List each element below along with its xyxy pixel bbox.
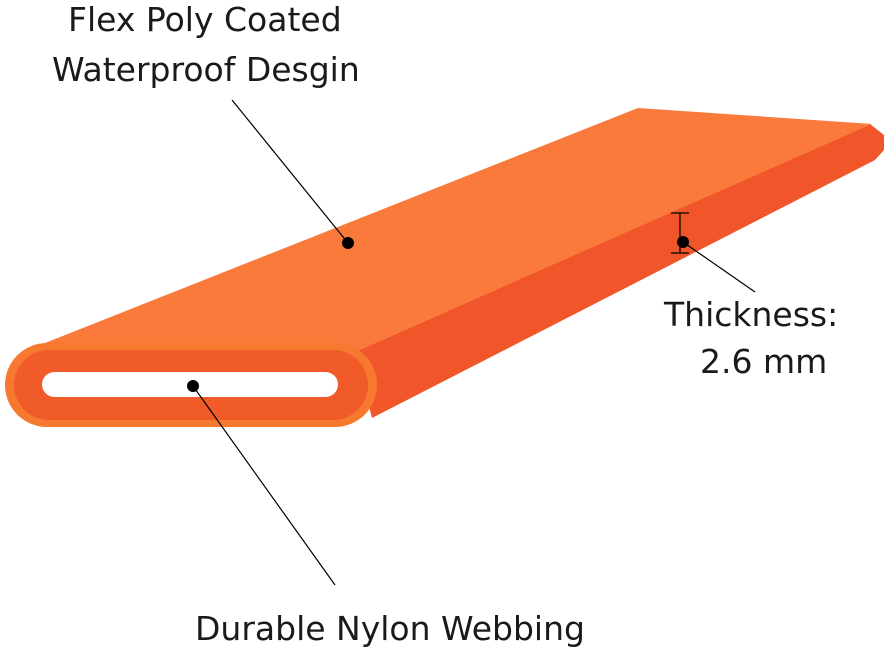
coating-callout bbox=[231, 99, 354, 249]
thickness-value: 2.6 mm bbox=[700, 342, 828, 381]
webbing-label: Durable Nylon Webbing bbox=[195, 609, 585, 648]
coating-label-line1: Flex Poly Coated bbox=[68, 0, 342, 39]
webbing-callout bbox=[187, 380, 336, 586]
strap-top-face bbox=[40, 108, 872, 352]
thickness-callout bbox=[671, 212, 756, 293]
strap-side-face bbox=[355, 124, 884, 418]
thickness-label: Thickness: bbox=[664, 295, 839, 334]
coating-label-line2: Waterproof Desgin bbox=[52, 50, 360, 89]
